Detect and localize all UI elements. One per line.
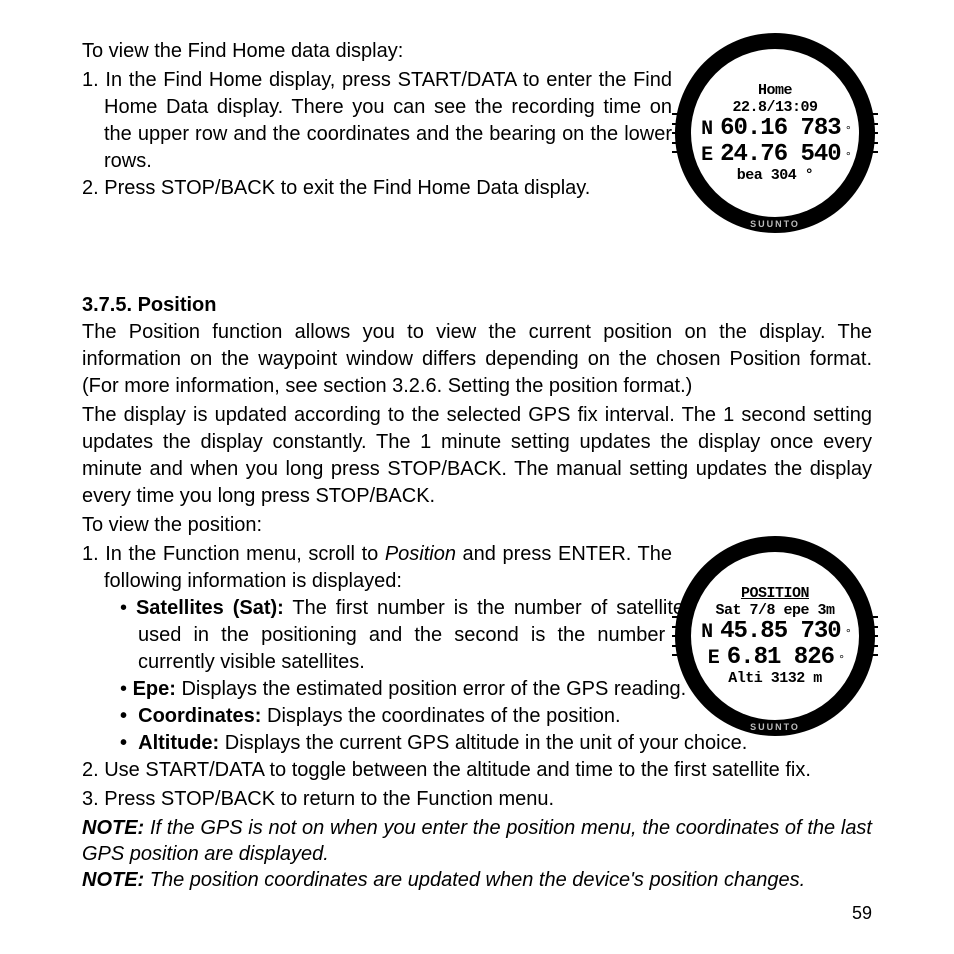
watch-time: 22.8/13:09 — [697, 99, 853, 116]
watch-lon-row: E 6.81 826 ° — [697, 645, 853, 670]
bullet-coord-label: Coordinates: — [138, 705, 261, 727]
watch-brand: SUUNTO — [750, 722, 800, 732]
degree-icon: ° — [845, 627, 852, 641]
section-heading: 3.7.5. Position — [82, 294, 872, 317]
watch-lat-dir: N — [698, 118, 716, 141]
position-step-1: 1. In the Function menu, scroll to Posit… — [82, 541, 672, 595]
note-1: NOTE: If the GPS is not on when you ente… — [82, 815, 872, 867]
degree-icon: ° — [845, 150, 852, 164]
degree-icon: ° — [845, 124, 852, 138]
position-para-1: The Position function allows you to view… — [82, 319, 872, 400]
note-2: NOTE: The position coordinates are updat… — [82, 867, 872, 893]
find-home-step-2: 2. Press STOP/BACK to exit the Find Home… — [82, 175, 672, 202]
position-step-1-text: 1. In the Function menu, scroll to Posit… — [82, 541, 672, 595]
degree-icon: ° — [838, 653, 845, 667]
bullet-epe-text: Displays the estimated position error of… — [176, 678, 686, 700]
step1-part-a: 1. In the Function menu, scroll to — [82, 543, 385, 565]
watch-lat-row: N 45.85 730 ° — [697, 619, 853, 644]
note-1-text: If the GPS is not on when you enter the … — [82, 817, 872, 865]
watch-title: Home — [697, 82, 853, 99]
watch-lon-row: E 24.76 540 ° — [697, 142, 853, 167]
note-2-text: The position coordinates are updated whe… — [144, 869, 805, 891]
bullet-epe: • Epe: Displays the estimated position e… — [138, 676, 694, 703]
watch-lat-val: 45.85 730 — [720, 619, 841, 644]
watch-illustration-position: POSITION Sat 7/8 epe 3m N 45.85 730 ° E 6… — [675, 536, 875, 736]
watch-lat-val: 60.16 783 — [720, 116, 841, 141]
watch-lon-dir: E — [705, 647, 723, 670]
watch-lat-row: N 60.16 783 ° — [697, 116, 853, 141]
watch-face: POSITION Sat 7/8 epe 3m N 45.85 730 ° E 6… — [691, 552, 859, 720]
bullet-coord-text: Displays the coordinates of the position… — [261, 705, 620, 727]
manual-page: To view the Find Home data display: 1. I… — [0, 0, 954, 954]
watch-lat-dir: N — [698, 621, 716, 644]
bullet-sat-label: Satellites (Sat): — [136, 597, 284, 619]
position-step-3: 3. Press STOP/BACK to return to the Func… — [82, 786, 872, 813]
watch-sat-line: Sat 7/8 epe 3m — [697, 602, 853, 619]
watch-right-buttons-icon — [870, 616, 878, 656]
step1-italic: Position — [385, 543, 456, 565]
watch-bearing: bea 304 ° — [697, 167, 853, 184]
bullet-epe-label: Epe: — [133, 678, 176, 700]
watch-lon-val: 6.81 826 — [727, 645, 834, 670]
watch-illustration-home: Home 22.8/13:09 N 60.16 783 ° E 24.76 540… — [675, 33, 875, 233]
position-intro: To view the position: — [82, 512, 872, 539]
watch-title: POSITION — [697, 585, 853, 602]
note-2-label: NOTE: — [82, 869, 144, 891]
watch-right-buttons-icon — [870, 113, 878, 153]
bullet-alt-label: Altitude: — [138, 732, 219, 754]
watch-left-buttons-icon — [672, 113, 680, 153]
watch-lon-val: 24.76 540 — [720, 142, 841, 167]
bullet-satellites: • Satellites (Sat): The first number is … — [138, 595, 694, 676]
watch-lon-dir: E — [698, 144, 716, 167]
position-step-2: 2. Use START/DATA to toggle between the … — [82, 757, 872, 784]
position-para-2: The display is updated according to the … — [82, 402, 872, 510]
note-1-label: NOTE: — [82, 817, 144, 839]
find-home-steps: 1. In the Find Home display, press START… — [82, 67, 672, 202]
watch-alti: Alti 3132 m — [697, 670, 853, 687]
position-steps-section: 1. In the Function menu, scroll to Posit… — [82, 541, 872, 757]
find-home-step-1: 1. In the Find Home display, press START… — [82, 67, 672, 175]
watch-left-buttons-icon — [672, 616, 680, 656]
watch-brand: SUUNTO — [750, 219, 800, 229]
page-number: 59 — [852, 903, 872, 924]
position-bullets-narrow: • Satellites (Sat): The first number is … — [82, 595, 694, 703]
find-home-section: To view the Find Home data display: 1. I… — [82, 38, 872, 202]
bullet-alt-text: Displays the current GPS altitude in the… — [219, 732, 747, 754]
watch-face: Home 22.8/13:09 N 60.16 783 ° E 24.76 540… — [691, 49, 859, 217]
